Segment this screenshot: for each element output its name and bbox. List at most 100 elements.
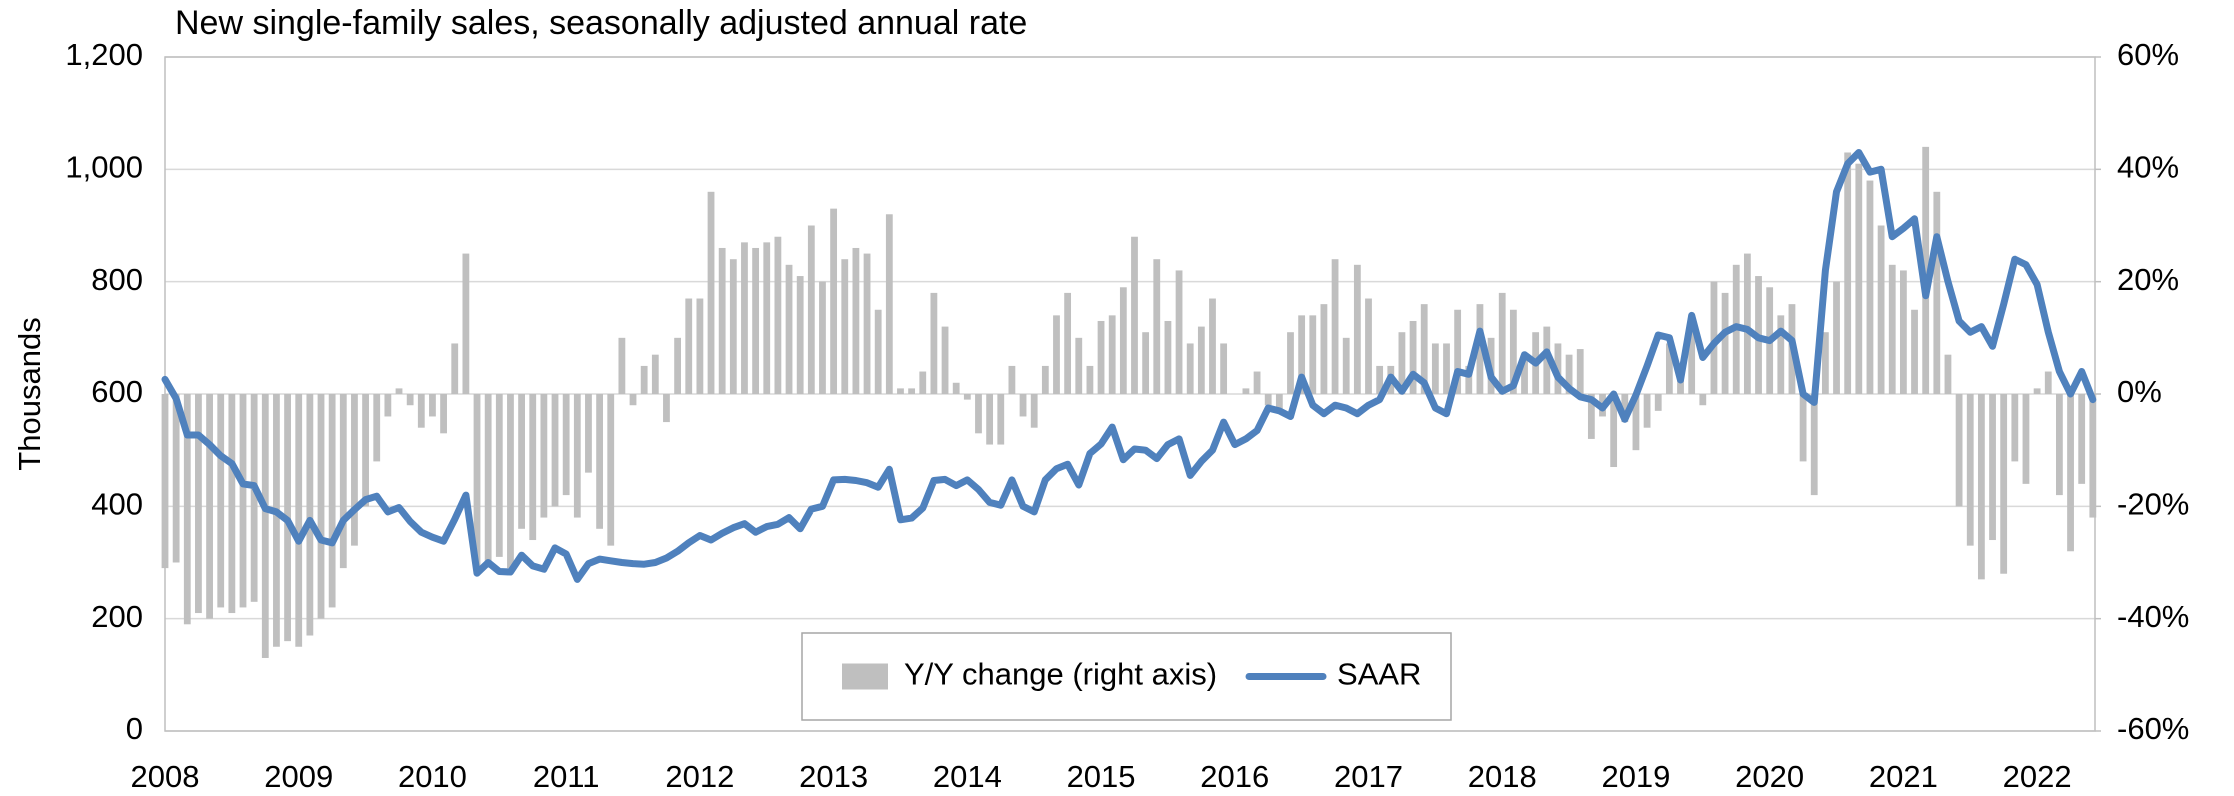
bar — [1465, 365, 1473, 394]
x-tick-label: 2010 — [398, 759, 467, 794]
legend-label: Y/Y change (right axis) — [904, 657, 1217, 692]
bar — [228, 394, 236, 614]
bar — [952, 382, 960, 394]
bar — [863, 253, 871, 394]
bar — [495, 394, 503, 557]
bar — [807, 225, 815, 394]
bar — [417, 394, 425, 428]
bar — [429, 394, 436, 417]
bar — [1164, 320, 1172, 394]
bar — [1476, 304, 1484, 394]
bar — [2000, 394, 2008, 574]
bar — [1821, 332, 1829, 394]
bar — [640, 365, 648, 394]
bar — [1521, 354, 1528, 394]
y-tick-label: 1,200 — [65, 37, 143, 72]
bar — [1097, 320, 1105, 394]
x-tick-label: 2021 — [1869, 759, 1938, 794]
bar — [1721, 292, 1729, 394]
bar — [1710, 281, 1718, 394]
bar — [1699, 394, 1707, 406]
bar — [707, 191, 715, 394]
bar — [1197, 326, 1205, 394]
bar — [1933, 191, 1941, 394]
bar — [841, 259, 849, 394]
y-tick-label: 800 — [91, 262, 143, 297]
legend-swatch — [842, 663, 888, 690]
bar — [1799, 394, 1807, 462]
bar — [796, 276, 804, 394]
legend-label: SAAR — [1337, 657, 1421, 692]
y2-tick-label: 20% — [2117, 262, 2179, 297]
bar — [2022, 394, 2030, 484]
bar — [406, 394, 414, 406]
bar — [1911, 309, 1918, 394]
x-tick-label: 2012 — [665, 759, 734, 794]
bar — [1866, 180, 1874, 394]
bar — [607, 394, 615, 546]
y-tick-label: 400 — [91, 487, 143, 522]
y-tick-label: 1,000 — [65, 150, 143, 185]
bar — [1855, 163, 1863, 394]
bar — [1186, 343, 1194, 394]
bar — [629, 394, 637, 406]
bar — [562, 394, 570, 496]
bar — [195, 394, 202, 614]
bar — [1454, 309, 1462, 394]
bar — [1309, 315, 1317, 394]
bar — [206, 394, 213, 619]
bar — [161, 394, 169, 569]
x-tick-label: 2011 — [533, 759, 600, 794]
chart-title: New single-family sales, seasonally adju… — [175, 4, 1027, 42]
bar — [1665, 343, 1673, 394]
bar — [362, 394, 369, 507]
bar — [217, 394, 225, 608]
bar — [351, 394, 358, 546]
bar — [1287, 332, 1294, 394]
y2-tick-label: -40% — [2117, 599, 2189, 634]
x-tick-label: 2018 — [1468, 759, 1537, 794]
bar — [373, 394, 381, 462]
bar — [752, 247, 760, 394]
bar — [1053, 315, 1060, 394]
x-tick-label: 2014 — [933, 759, 1002, 794]
bar — [685, 298, 693, 394]
bar — [830, 208, 838, 394]
bar — [852, 247, 860, 394]
bar — [819, 281, 826, 394]
bar — [1565, 354, 1573, 394]
y-tick-label: 0 — [126, 711, 143, 746]
bar — [1320, 304, 1328, 394]
bar — [1844, 152, 1852, 394]
bar — [395, 388, 403, 394]
bar — [1175, 270, 1183, 394]
bar — [729, 259, 737, 394]
bar — [440, 394, 447, 434]
line — [161, 149, 2097, 583]
bar — [540, 394, 548, 518]
bar — [1743, 253, 1751, 394]
bar — [1108, 315, 1116, 394]
bar — [1376, 365, 1384, 394]
bar — [384, 394, 392, 417]
bar — [919, 371, 927, 394]
bar — [763, 242, 771, 394]
bar — [1298, 315, 1306, 394]
bar — [1632, 394, 1640, 451]
x-tick-label: 2013 — [799, 759, 868, 794]
x-tick-label: 2015 — [1067, 759, 1136, 794]
bar — [1922, 146, 1930, 394]
legend-box — [801, 632, 1452, 721]
bar — [1955, 394, 1963, 507]
bar — [462, 253, 470, 394]
bar — [908, 388, 916, 394]
bar — [1420, 304, 1428, 394]
bar — [941, 326, 949, 394]
bar — [1342, 337, 1350, 394]
bar — [2078, 394, 2086, 484]
y-axis-label: Thousands — [12, 317, 47, 470]
bar — [1989, 394, 1996, 541]
x-tick-label: 2008 — [131, 759, 200, 794]
bar — [1833, 281, 1840, 394]
bar — [529, 394, 537, 541]
